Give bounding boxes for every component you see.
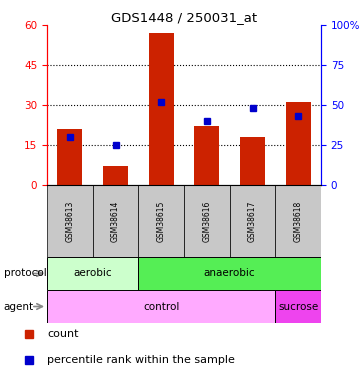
- Text: control: control: [143, 302, 179, 312]
- Title: GDS1448 / 250031_at: GDS1448 / 250031_at: [111, 11, 257, 24]
- Text: aerobic: aerobic: [73, 268, 112, 279]
- Text: GSM38614: GSM38614: [111, 200, 120, 242]
- Bar: [47, 290, 275, 323]
- Bar: [184, 185, 230, 257]
- Text: anaerobic: anaerobic: [204, 268, 256, 279]
- Text: count: count: [47, 330, 78, 339]
- Text: percentile rank within the sample: percentile rank within the sample: [47, 356, 235, 366]
- Bar: [275, 290, 321, 323]
- Text: sucrose: sucrose: [278, 302, 318, 312]
- Bar: [230, 185, 275, 257]
- Text: GSM38618: GSM38618: [293, 200, 303, 242]
- Bar: [138, 185, 184, 257]
- Bar: [57, 129, 82, 185]
- Bar: [194, 126, 219, 185]
- Text: GSM38616: GSM38616: [202, 200, 211, 242]
- Text: GSM38613: GSM38613: [65, 200, 74, 242]
- Bar: [275, 185, 321, 257]
- Bar: [286, 102, 311, 185]
- Text: agent: agent: [4, 302, 34, 312]
- Bar: [103, 166, 128, 185]
- Bar: [47, 185, 93, 257]
- Bar: [47, 257, 138, 290]
- Text: GSM38615: GSM38615: [157, 200, 166, 242]
- Bar: [149, 33, 174, 185]
- Bar: [138, 257, 321, 290]
- Bar: [240, 137, 265, 185]
- Text: protocol: protocol: [4, 268, 46, 279]
- Bar: [93, 185, 138, 257]
- Text: GSM38617: GSM38617: [248, 200, 257, 242]
